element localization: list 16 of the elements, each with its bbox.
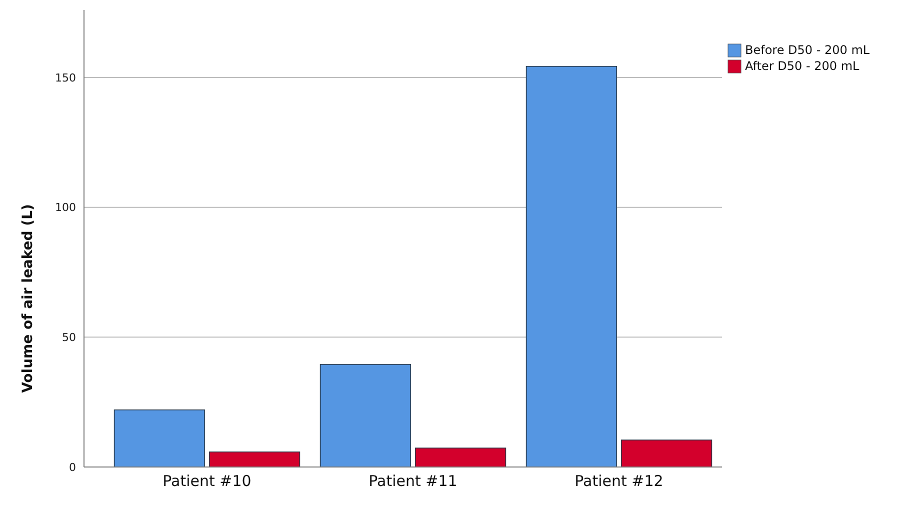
x-tick-label: Patient #12	[574, 472, 664, 490]
y-tick-label: 100	[55, 201, 76, 214]
bar	[114, 409, 206, 468]
legend-label: After D50 - 200 mL	[745, 59, 860, 74]
legend-label: Before D50 - 200 mL	[745, 43, 870, 58]
y-tick-label: 0	[69, 460, 76, 474]
bar	[320, 364, 412, 468]
x-tick-label: Patient #11	[368, 472, 458, 490]
x-tick-label: Patient #10	[162, 472, 252, 490]
y-tick-label: 50	[62, 331, 76, 344]
bar	[620, 440, 712, 468]
bar	[414, 448, 506, 468]
y-tick-label: 150	[55, 71, 76, 84]
bar	[526, 66, 618, 468]
y-axis-title: Volume of air leaked (L)	[20, 204, 36, 393]
bar	[208, 452, 300, 468]
